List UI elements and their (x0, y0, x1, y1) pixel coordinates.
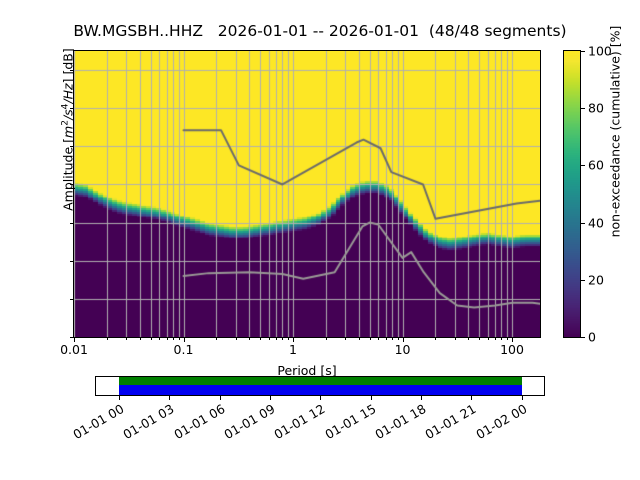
coverage-tick-mark (320, 396, 321, 400)
colorbar-tick-mark (581, 108, 585, 109)
x-tick-mark-minor (288, 338, 289, 340)
colorbar-tick-label: 40 (588, 215, 604, 231)
x-tick-mark-minor (370, 338, 371, 340)
coverage-tick-mark (169, 396, 170, 400)
x-tick-mark-minor (269, 338, 270, 340)
data-coverage-green (118, 377, 523, 385)
x-tick-mark-minor (455, 338, 456, 340)
y-tick-mark (69, 184, 73, 186)
figure-title: BW.MGSBH..HHZ 2026-01-01 -- 2026-01-01 (… (73, 22, 567, 40)
x-tick-mark-minor (479, 338, 480, 340)
x-tick-mark-minor (378, 338, 379, 340)
coverage-tick-mark (371, 396, 372, 400)
x-tick-mark (293, 338, 294, 342)
x-tick-mark-minor (435, 338, 436, 340)
colorbar-tick-label: 20 (588, 272, 604, 288)
x-tick-mark-minor (386, 338, 387, 340)
colorbar-tick-mark (581, 165, 585, 166)
y-tick-mark (69, 108, 73, 110)
y-tick-mark (69, 222, 73, 224)
x-tick-mark-minor (107, 338, 108, 340)
coverage-tick-mark (421, 396, 422, 400)
coverage-tick-label: 01-01 12 (271, 401, 328, 443)
colorbar-label: non-exceedance (cumulative) [%] (607, 25, 623, 238)
coverage-tick-label: 01-01 03 (120, 401, 177, 443)
x-tick-mark-minor (282, 338, 283, 340)
coverage-tick-label: 01-01 15 (321, 401, 379, 443)
x-tick-label: 0.1 (173, 342, 194, 357)
x-tick-mark-minor (392, 338, 393, 340)
x-tick-mark-minor (151, 338, 152, 340)
colorbar-tick-label: 100 (588, 43, 612, 59)
colorbar-tick-mark (581, 337, 585, 338)
x-tick-mark (512, 338, 513, 342)
x-tick-mark-minor (488, 338, 489, 340)
x-tick-mark-minor (216, 338, 217, 340)
x-tick-mark-minor (345, 338, 346, 340)
x-tick-mark-minor (501, 338, 502, 340)
ppsd-plot-area (73, 50, 541, 338)
x-tick-mark-minor (140, 338, 141, 340)
coverage-tick-label: 01-01 18 (372, 401, 429, 443)
coverage-tick-label: 01-01 21 (422, 401, 479, 443)
x-tick-mark-minor (167, 338, 168, 340)
y-tick-mark (69, 260, 73, 262)
x-tick-mark-minor (359, 338, 360, 340)
x-tick-mark-minor (179, 338, 180, 340)
coverage-tick-mark (522, 396, 523, 400)
y-axis-label: Amplitude [m2/s4/Hz] [dB] (60, 48, 76, 211)
x-tick-mark-minor (126, 338, 127, 340)
x-tick-mark-minor (159, 338, 160, 340)
x-tick-mark-minor (260, 338, 261, 340)
x-tick-mark-minor (507, 338, 508, 340)
x-tick-label: 100 (500, 342, 524, 357)
y-tick-mark (69, 298, 73, 300)
x-tick-label: 1 (289, 342, 297, 357)
y-tick-mark (69, 146, 73, 148)
coverage-tick-mark (270, 396, 271, 400)
colorbar-tick-label: 80 (588, 100, 604, 116)
coverage-tick-label: 01-02 00 (473, 401, 530, 443)
ppsd-histogram-canvas (74, 51, 540, 337)
coverage-tick-label: 01-01 09 (221, 401, 278, 443)
data-coverage-timeline (95, 376, 545, 396)
colorbar-tick-mark (581, 51, 585, 52)
colorbar-tick-label: 60 (588, 157, 604, 173)
data-coverage-blue (118, 384, 523, 395)
y-tick-mark (69, 70, 73, 72)
colorbar-tick-label: 0 (588, 329, 596, 345)
x-tick-mark-minor (249, 338, 250, 340)
colorbar-tick-mark (581, 223, 585, 224)
x-tick-mark-minor (326, 338, 327, 340)
x-tick-mark-minor (398, 338, 399, 340)
x-tick-mark (74, 338, 75, 342)
x-tick-mark (403, 338, 404, 342)
x-tick-mark (184, 338, 185, 342)
x-tick-mark-minor (276, 338, 277, 340)
x-tick-mark-minor (468, 338, 469, 340)
x-tick-label: 10 (394, 342, 411, 357)
x-tick-mark-minor (236, 338, 237, 340)
coverage-tick-label: 01-01 00 (70, 401, 127, 443)
colorbar (563, 50, 581, 338)
x-tick-mark-minor (173, 338, 174, 340)
x-axis-label: Period [s] (277, 363, 337, 378)
coverage-tick-mark (119, 396, 120, 400)
coverage-tick-mark (220, 396, 221, 400)
coverage-tick-label: 01-01 06 (170, 401, 228, 443)
coverage-tick-mark (471, 396, 472, 400)
colorbar-tick-mark (581, 280, 585, 281)
colorbar-gradient (564, 51, 580, 337)
y-tick-mark (69, 337, 73, 338)
x-tick-label: 0.01 (60, 342, 88, 357)
x-tick-mark-minor (495, 338, 496, 340)
